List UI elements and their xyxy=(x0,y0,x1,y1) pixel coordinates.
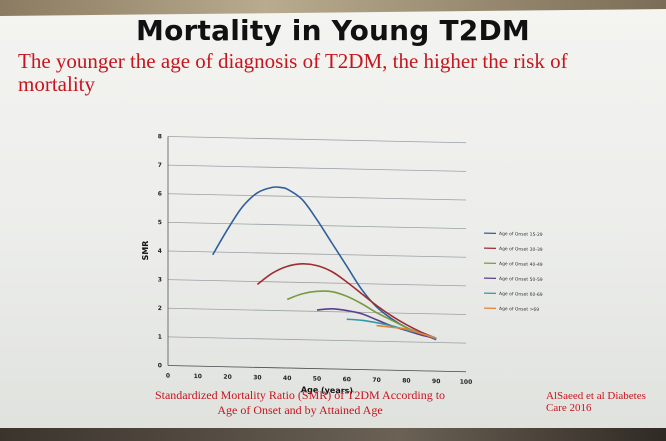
slide-title: Mortality in Young T2DM xyxy=(136,14,530,47)
legend-label-6: Age of Onset >69 xyxy=(499,306,539,313)
x-tick-label-10: 10 xyxy=(194,373,202,380)
gridline-y-8 xyxy=(168,136,466,144)
gridline-y-6 xyxy=(168,193,466,201)
gridline-y-7 xyxy=(168,164,466,172)
y-tick-label-2: 2 xyxy=(158,305,162,312)
y-tick-label-3: 3 xyxy=(158,276,162,283)
chart-caption: Standardized Mortality Ratio (SMR) of T2… xyxy=(150,388,450,418)
x-tick-label-80: 80 xyxy=(402,377,410,384)
y-tick-label-6: 6 xyxy=(158,191,162,198)
y-tick-label-7: 7 xyxy=(158,162,162,169)
gridline-y-1 xyxy=(168,336,466,344)
x-tick-label-30: 30 xyxy=(253,374,261,381)
series-line-2 xyxy=(256,263,437,339)
x-tick-label-0: 0 xyxy=(166,372,170,379)
x-tick-label-50: 50 xyxy=(313,376,321,383)
gridline-y-2 xyxy=(168,307,466,315)
series-line-4 xyxy=(316,308,437,340)
citation: AlSaeed et al Diabetes Care 2016 xyxy=(546,390,646,414)
floor-edge xyxy=(0,428,666,441)
y-tick-label-5: 5 xyxy=(158,219,162,226)
legend-label-4: Age of Onset 50-59 xyxy=(499,276,543,283)
x-tick-label-20: 20 xyxy=(223,374,231,381)
series-line-6 xyxy=(376,324,437,339)
x-tick-label-40: 40 xyxy=(283,375,291,382)
legend-label-2: Age of Onset 30-39 xyxy=(499,246,543,253)
y-tick-label-1: 1 xyxy=(158,334,162,341)
x-axis-line xyxy=(168,365,466,373)
gridline-y-5 xyxy=(168,221,466,230)
x-tick-label-100: 100 xyxy=(460,379,473,386)
series-line-1 xyxy=(212,186,437,341)
legend-label-5: Age of Onset 60-69 xyxy=(499,291,543,298)
legend-label-1: Age of Onset 15-29 xyxy=(499,231,543,238)
caption-line-2: Age of Onset and by Attained Age xyxy=(217,403,383,417)
y-tick-label-4: 4 xyxy=(158,248,162,255)
caption-line-1: Standardized Mortality Ratio (SMR) of T2… xyxy=(154,388,446,402)
legend-label-3: Age of Onset 40-49 xyxy=(499,261,543,268)
x-tick-label-70: 70 xyxy=(372,377,380,384)
slide-subtitle: The younger the age of diagnosis of T2DM… xyxy=(18,49,568,96)
gridline-y-3 xyxy=(168,279,466,287)
gridline-y-4 xyxy=(168,250,466,258)
y-tick-label-8: 8 xyxy=(158,133,162,140)
y-axis-label: SMR xyxy=(141,241,150,261)
x-axis-label: Age (years) xyxy=(301,385,353,395)
x-tick-label-60: 60 xyxy=(343,376,351,383)
y-tick-label-0: 0 xyxy=(158,362,162,369)
x-tick-label-90: 90 xyxy=(432,378,440,385)
